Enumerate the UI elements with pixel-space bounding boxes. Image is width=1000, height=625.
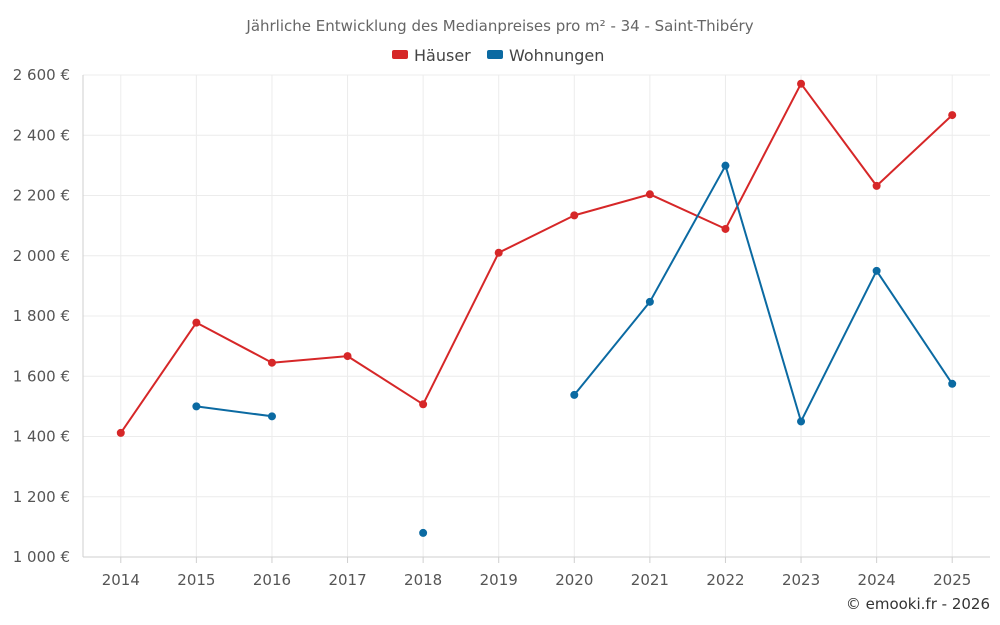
- y-tick-label: 2 200 €: [13, 187, 70, 205]
- data-point[interactable]: [343, 352, 352, 361]
- legend: Häuser Wohnungen: [392, 46, 604, 65]
- data-point[interactable]: [948, 111, 957, 120]
- y-tick-label: 1 200 €: [13, 488, 70, 506]
- x-tick-label: 2017: [328, 571, 366, 589]
- series-line: [196, 405, 273, 418]
- data-point[interactable]: [721, 224, 730, 233]
- data-point[interactable]: [267, 412, 276, 421]
- series-line: [119, 82, 953, 434]
- series-haeuser: [116, 79, 957, 437]
- y-tick-label: 2 000 €: [13, 247, 70, 265]
- x-tick-label: 2023: [782, 571, 820, 589]
- x-tick-label: 2016: [253, 571, 291, 589]
- y-tick-label: 1 800 €: [13, 307, 70, 325]
- data-point[interactable]: [797, 417, 806, 426]
- legend-item-haeuser[interactable]: Häuser: [392, 46, 471, 65]
- legend-label-haeuser: Häuser: [414, 46, 471, 65]
- x-tick-label: 2014: [102, 571, 140, 589]
- x-tick-label: 2021: [631, 571, 669, 589]
- chart-title: Jährliche Entwicklung des Medianpreises …: [245, 17, 753, 35]
- y-tick-label: 1 400 €: [13, 428, 70, 446]
- data-point[interactable]: [872, 181, 881, 190]
- x-tick-label: 2018: [404, 571, 442, 589]
- data-point[interactable]: [721, 161, 730, 170]
- data-point[interactable]: [419, 400, 428, 409]
- x-tick-label: 2015: [177, 571, 215, 589]
- axes: 1 000 € 1 200 € 1 400 € 1 600 € 1 800 € 2 000…: [13, 66, 990, 589]
- data-point[interactable]: [570, 390, 579, 399]
- grid: [83, 74, 990, 558]
- data-point[interactable]: [645, 297, 654, 306]
- series-line: [573, 164, 954, 423]
- y-tick-label: 2 400 €: [13, 126, 70, 144]
- data-point[interactable]: [192, 402, 201, 411]
- x-tick-label: 2020: [555, 571, 593, 589]
- data-point[interactable]: [419, 528, 428, 537]
- data-point[interactable]: [872, 266, 881, 275]
- y-tick-label: 1 000 €: [13, 548, 70, 566]
- y-tick-label: 1 600 €: [13, 367, 70, 385]
- credit-text: © emooki.fr - 2026: [846, 595, 990, 613]
- data-point[interactable]: [570, 211, 579, 220]
- x-tick-label: 2022: [706, 571, 744, 589]
- data-point[interactable]: [192, 318, 201, 327]
- data-point[interactable]: [494, 248, 503, 257]
- data-point[interactable]: [797, 79, 806, 88]
- x-tick-label: 2019: [480, 571, 518, 589]
- x-tick-label: 2024: [858, 571, 896, 589]
- legend-swatch-wohnungen: [487, 50, 503, 59]
- legend-item-wohnungen[interactable]: Wohnungen: [487, 46, 604, 65]
- x-tick-label: 2025: [933, 571, 971, 589]
- data-point[interactable]: [116, 428, 125, 437]
- data-point[interactable]: [267, 358, 276, 367]
- legend-label-wohnungen: Wohnungen: [509, 46, 604, 65]
- data-point[interactable]: [948, 379, 957, 388]
- series-wohnungen: [192, 161, 957, 537]
- legend-swatch-haeuser: [392, 50, 408, 59]
- data-point[interactable]: [645, 190, 654, 199]
- series: [116, 79, 957, 537]
- y-tick-label: 2 600 €: [13, 66, 70, 84]
